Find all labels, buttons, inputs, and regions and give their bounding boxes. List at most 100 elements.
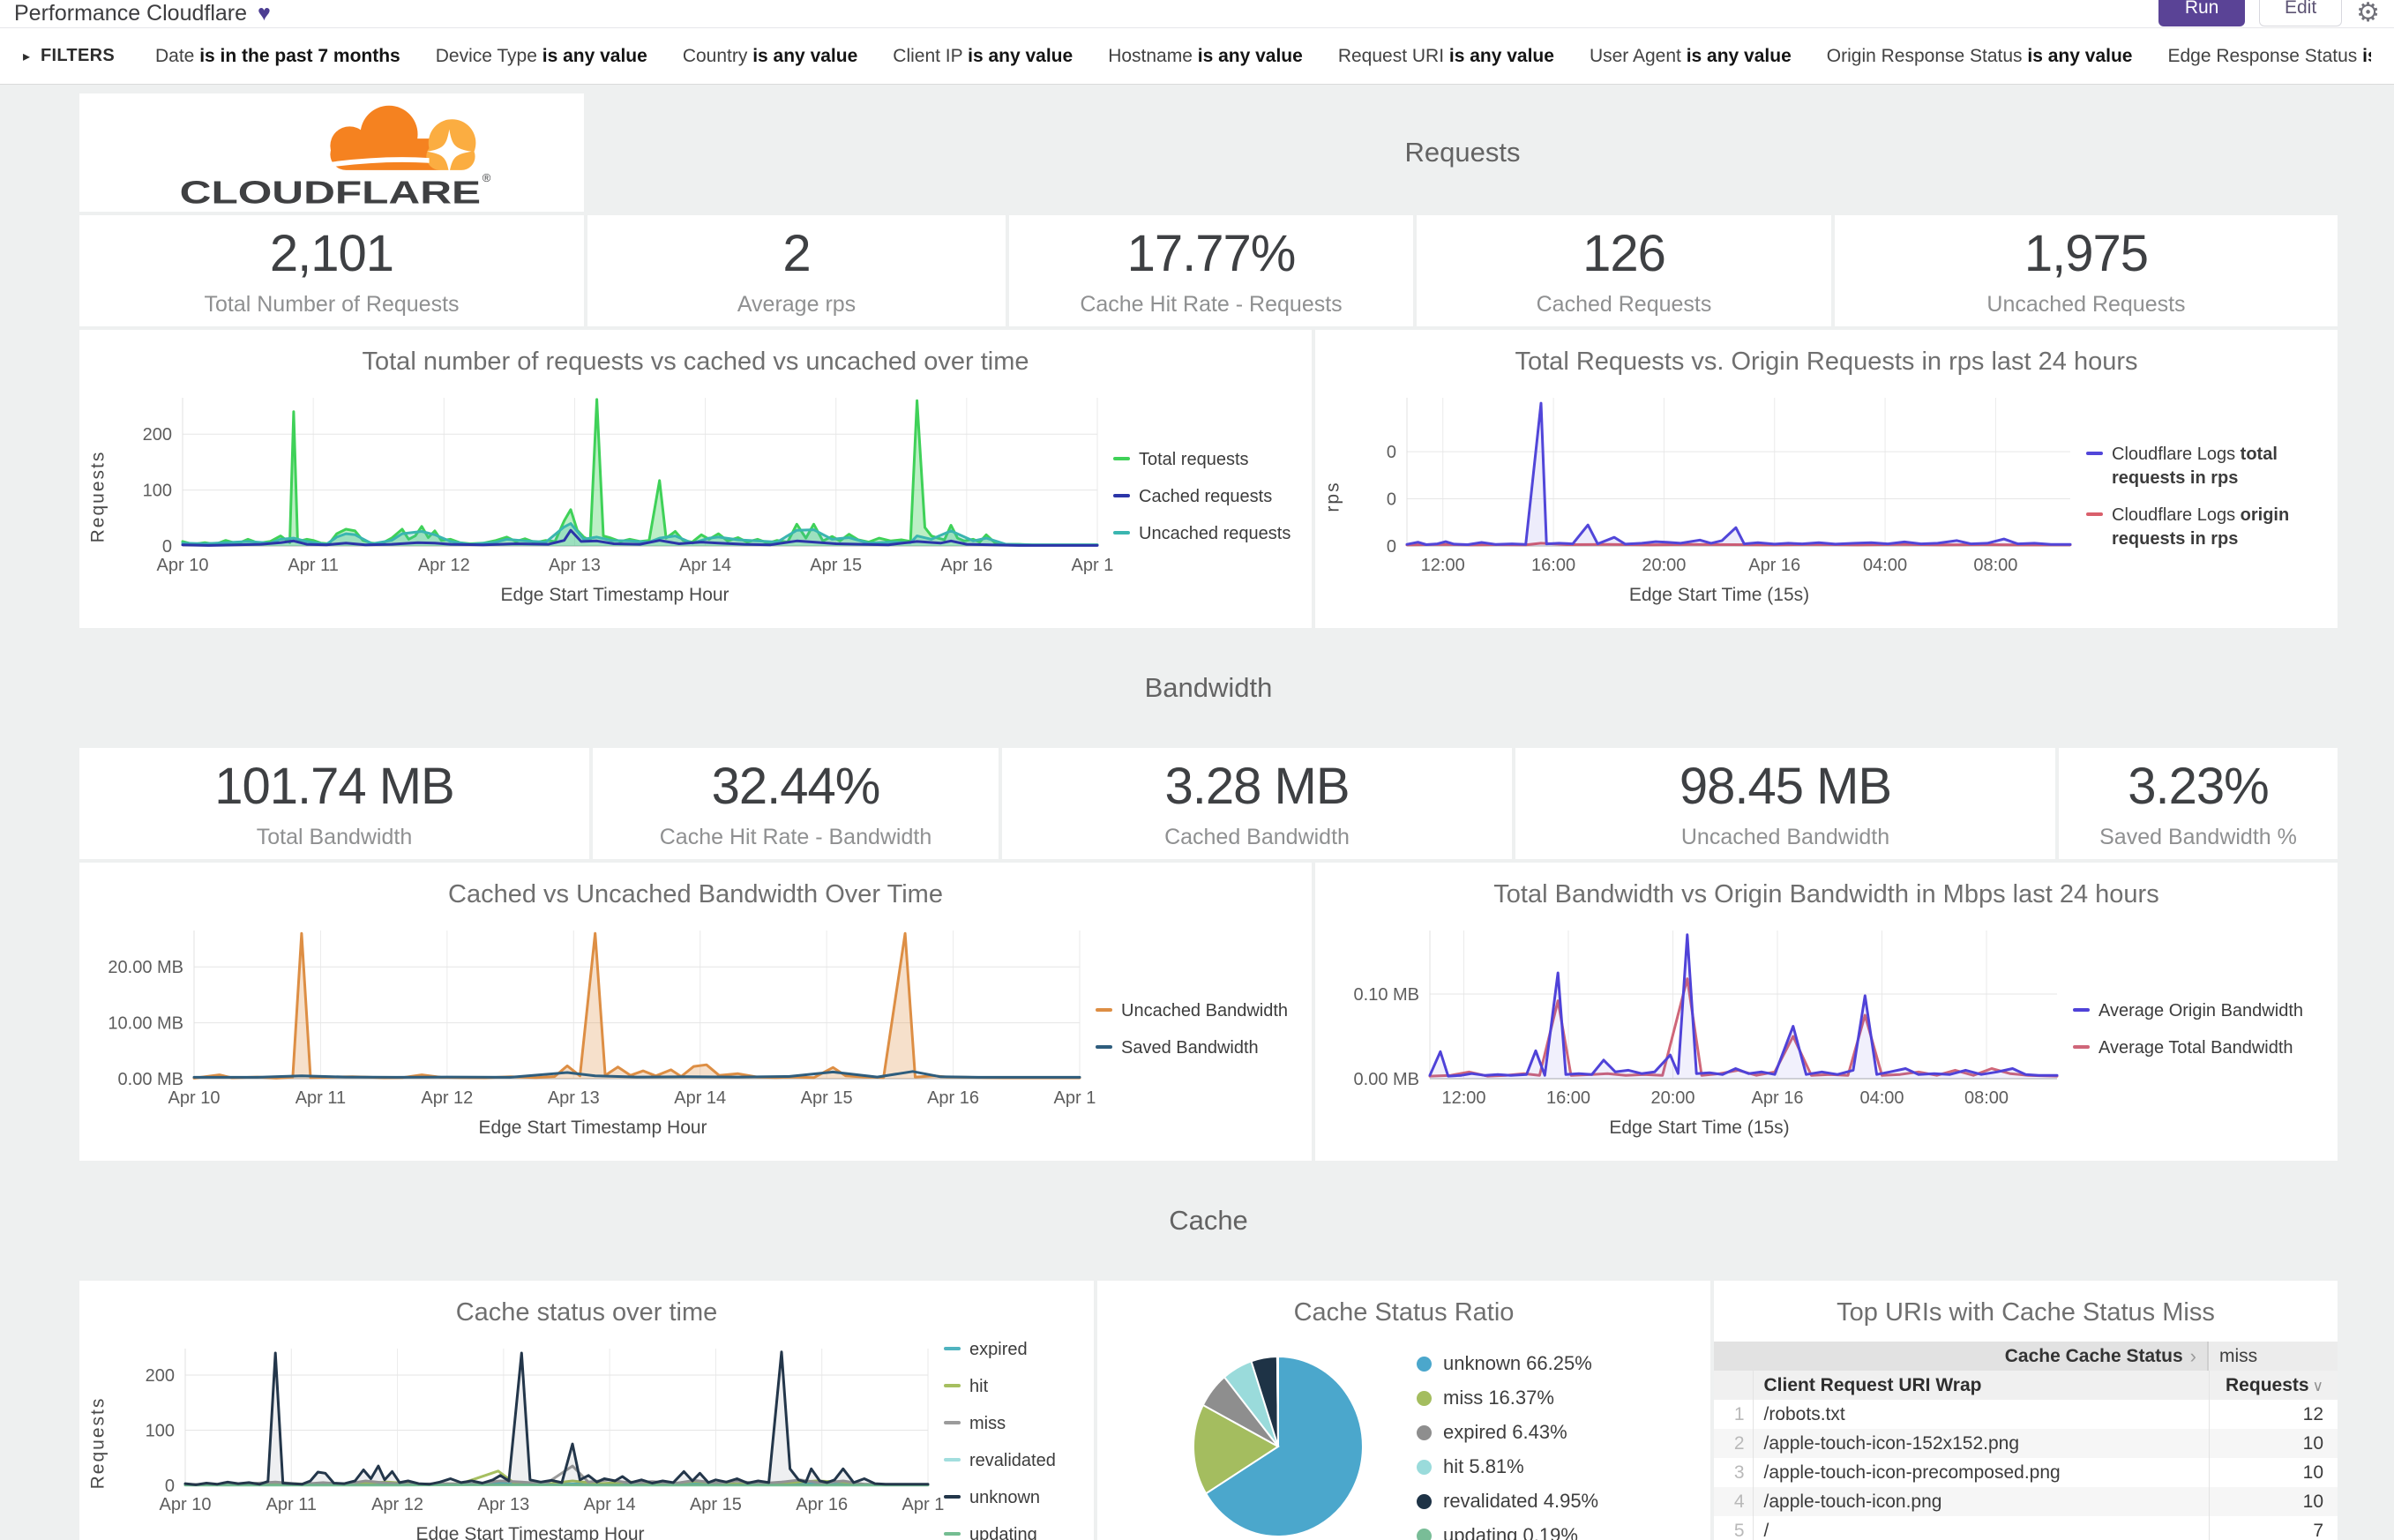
panel-bandwidth-over-time: Cached vs Uncached Bandwidth Over Time Ap… [79,863,1312,1161]
uri-cell[interactable]: / [1763,1520,1769,1540]
filter-date[interactable]: Date is in the past 7 months [154,45,400,66]
legend-label: revalidated [969,1451,1056,1470]
uri-cell[interactable]: /apple-touch-icon-precomposed.png [1763,1462,2061,1483]
metric-value: 126 [1582,225,1666,282]
pie-legend-unknown[interactable]: unknown 66.25% [1417,1352,1598,1375]
filter-edge-response-status[interactable]: Edge Response Status is any value [2167,45,2371,66]
legend-uncached-requests[interactable]: Uncached requests [1113,522,1296,546]
row-number: 1 [1714,1400,1754,1429]
pie-legend-updating[interactable]: updating 0.19% [1417,1524,1598,1540]
legend-label: Cloudflare Logs origin requests in rps [2112,505,2290,549]
metric-label: Cache Hit Rate - Bandwidth [659,825,932,849]
pie-legend-hit[interactable]: hit 5.81% [1417,1455,1598,1478]
legend-swatch [1113,456,1130,460]
legend-cloudflare-logs-origin-requests-in-rps[interactable]: Cloudflare Logs origin requests in rps [2086,504,2322,551]
legend-expired[interactable]: expired [944,1338,1078,1362]
column-header-requests[interactable]: Requests ∨ [2208,1371,2338,1400]
legend-label: updating [969,1525,1037,1540]
table-row: 2/apple-touch-icon-152x152.png 10 [1714,1429,2338,1458]
uri-cell[interactable]: /apple-touch-icon-152x152.png [1763,1432,2020,1454]
x-tick-label: 12:00 [1441,1088,1485,1108]
x-tick-label: Apr 11 [296,1088,346,1108]
pie-slice-updating[interactable] [1276,1355,1279,1447]
bandwidth-metrics-row: 101.74 MB Total Bandwidth 32.44% Cache H… [79,748,2338,859]
requests-cell[interactable]: 10 [2208,1487,2338,1516]
edit-button[interactable]: Edit [2259,0,2343,26]
metric-label: Total Bandwidth [256,825,413,849]
y-tick-label: 0 [165,1476,175,1496]
uri-cell[interactable]: /apple-touch-icon.png [1763,1491,1942,1512]
panel-requests-over-time: Total number of requests vs cached vs un… [79,330,1312,628]
requests-cell[interactable]: 7 [2208,1516,2338,1540]
chart-title-rps-24h: Total Requests vs. Origin Requests in rp… [1515,348,2138,376]
bandwidth-charts-row: Cached vs Uncached Bandwidth Over Time Ap… [79,863,2338,1161]
legend-cloudflare-logs-total-requests-in-rps[interactable]: Cloudflare Logs total requests in rps [2086,443,2322,490]
pie-legend-expired[interactable]: expired 6.43% [1417,1421,1598,1444]
run-button[interactable]: Run [2158,0,2246,26]
filter-request-uri[interactable]: Request URI is any value [1337,45,1554,66]
legend-cached-requests[interactable]: Cached requests [1113,485,1296,509]
legend-swatch [1113,530,1130,535]
metric-value: 2 [782,225,811,282]
metric-saved-bandwidth-pct: 3.23% Saved Bandwidth % [2059,748,2338,859]
pie-slice-miss[interactable] [1192,1403,1280,1495]
filter-hostname[interactable]: Hostname is any value [1108,45,1303,66]
requests-cell[interactable]: 10 [2208,1458,2338,1487]
series-saved-bandwidth [192,1070,1081,1079]
pie-legend-revalidated[interactable]: revalidated 4.95% [1417,1490,1598,1513]
y-axis-label: Requests [87,450,108,543]
chart-title-top-uris-miss: Top URIs with Cache Status Miss [1837,1298,2215,1327]
legend-swatch [2086,451,2103,455]
cloudflare-wordmark: CLOUDFLARE [180,174,481,208]
uri-cell[interactable]: /robots.txt [1763,1403,1845,1424]
x-tick-label: Apr 12 [421,1088,473,1108]
gear-icon[interactable]: ⚙ [2356,0,2380,27]
x-tick-label: Apr 17 [1054,1088,1096,1108]
section-title-requests: Requests [1404,137,1521,168]
filters-label: FILTERS [41,46,115,65]
legend-hit[interactable]: hit [944,1375,1078,1399]
legend-unknown[interactable]: unknown [944,1486,1078,1510]
legend-total-requests[interactable]: Total requests [1113,448,1296,472]
legend-updating[interactable]: updating [944,1523,1078,1540]
series-cloudflare-logs-total-requests-in-rps [1405,401,2072,546]
legend-label: Average Total Bandwidth [2098,1037,2293,1058]
filter-country[interactable]: Country is any value [682,45,858,66]
y-tick-label: 200 [143,425,172,445]
filter-client-ip[interactable]: Client IP is any value [893,45,1074,66]
pie-legend-miss[interactable]: miss 16.37% [1417,1387,1598,1409]
legend-swatch [944,1532,961,1536]
legend-label: Uncached requests [1139,523,1291,543]
requests-cell[interactable]: 10 [2208,1429,2338,1458]
legend-revalidated[interactable]: revalidated [944,1449,1078,1473]
legend-average-origin-bandwidth[interactable]: Average Origin Bandwidth [2073,999,2322,1023]
pie-legend-label: miss 16.37% [1443,1387,1554,1409]
plot-bandwidth-over-time: Apr 10 Apr 11 Apr 12 Apr 13 Apr 14 Apr 15 Apr … [108,931,1096,1108]
legend-saved-bandwidth[interactable]: Saved Bandwidth [1096,1036,1296,1060]
metric-label: Cached Requests [1536,292,1712,317]
pie-slice-unknown[interactable] [1204,1355,1364,1537]
filter-user-agent[interactable]: User Agent is any value [1589,45,1792,66]
metric-cache-hit-rate-requests: 17.77% Cache Hit Rate - Requests [1009,215,1413,326]
plot-cache-status-over-time: Apr 10 Apr 11 Apr 12 Apr 13 Apr 14 Apr 15 Apr … [146,1349,944,1514]
legend-average-total-bandwidth[interactable]: Average Total Bandwidth [2073,1036,2322,1060]
y-tick-label: 10.00 MB [108,1014,183,1034]
filter-device-type[interactable]: Device Type is any value [435,45,647,66]
pivot-field-label[interactable]: Cache Cache Status › [1714,1342,2209,1371]
pie-legend-label: hit 5.81% [1443,1455,1524,1477]
requests-cell[interactable]: 12 [2208,1400,2338,1429]
cloudflare-logo: CLOUDFLARE ® [180,105,491,208]
legend-swatch [944,1458,961,1462]
chart-body-bandwidth-over-time: Apr 10 Apr 11 Apr 12 Apr 13 Apr 14 Apr 15 Apr … [79,920,1312,1139]
x-axis-label: Edge Start Time (15s) [1628,585,1810,605]
chart-body-rps-24h: rps 12:00 16:00 20:00 Apr 16 04:00 08:00 0 0 0 Edg… [1315,387,2338,606]
filters-toggle[interactable]: ▸ FILTERS [23,46,115,66]
data-table: Cache Cache Status › miss Client Request UR… [1714,1342,2338,1540]
column-header-uri[interactable]: Client Request URI Wrap [1763,1374,1982,1395]
legend-miss[interactable]: miss [944,1412,1078,1436]
legend-uncached-bandwidth[interactable]: Uncached Bandwidth [1096,999,1296,1023]
filter-origin-response-status[interactable]: Origin Response Status is any value [1826,45,2133,66]
x-axis-label: Edge Start Timestamp Hour [500,585,729,605]
legend-dot [1417,1424,1432,1440]
